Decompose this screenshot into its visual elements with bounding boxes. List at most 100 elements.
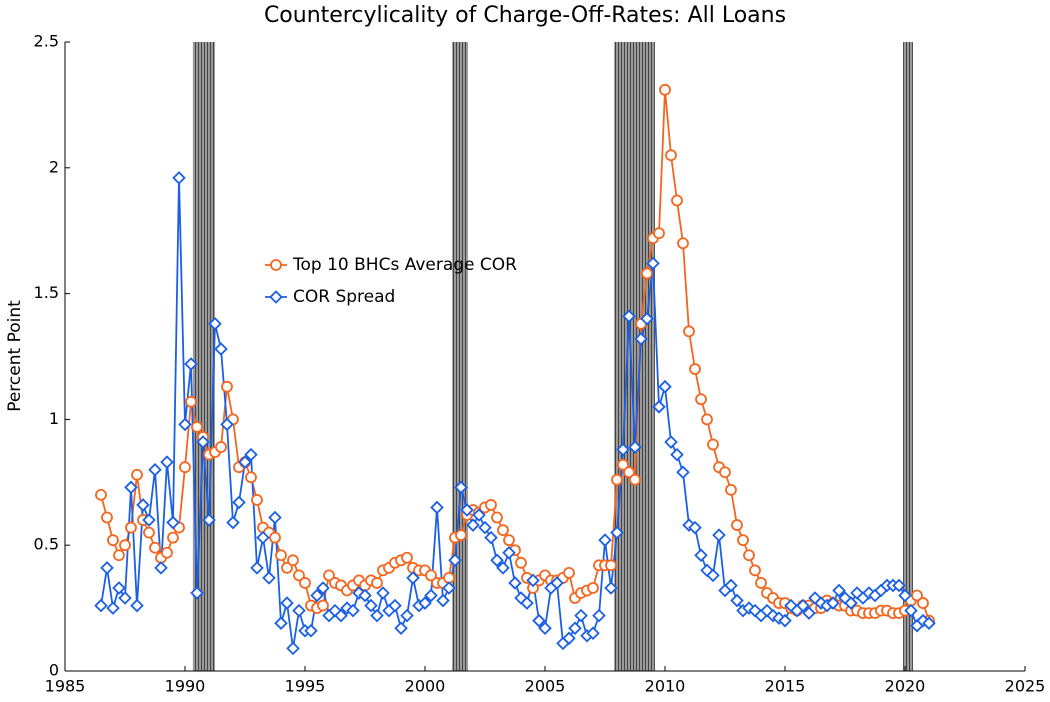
marker: [826, 596, 840, 610]
marker: [640, 311, 654, 326]
marker: [701, 413, 713, 426]
marker: [94, 598, 108, 613]
x-tick-label: 2015: [765, 677, 806, 696]
legend-marker: [269, 290, 283, 304]
marker: [107, 534, 119, 547]
marker: [592, 608, 606, 623]
marker: [166, 515, 180, 530]
marker: [425, 569, 437, 582]
marker: [538, 621, 552, 636]
marker: [683, 325, 695, 338]
marker: [802, 606, 816, 620]
marker: [95, 488, 107, 501]
marker: [749, 564, 761, 577]
marker: [622, 309, 636, 324]
marker: [646, 256, 660, 271]
marker: [179, 461, 191, 474]
marker: [628, 440, 642, 454]
marker: [256, 530, 270, 545]
marker: [526, 573, 540, 588]
marker: [623, 466, 635, 479]
marker: [844, 596, 858, 610]
marker: [508, 576, 522, 590]
marker: [892, 578, 906, 593]
marker: [466, 518, 480, 532]
marker: [268, 510, 282, 525]
y-tick-label: 0: [49, 661, 59, 680]
chart-title: Countercylicality of Charge-Off-Rates: A…: [264, 3, 786, 28]
marker: [358, 588, 372, 603]
marker: [694, 548, 708, 563]
marker: [401, 551, 413, 564]
marker: [574, 608, 588, 623]
marker: [562, 631, 576, 646]
marker: [167, 531, 179, 544]
legend-label: COR Spread: [293, 287, 395, 307]
marker: [922, 616, 936, 630]
marker: [251, 494, 263, 506]
marker: [520, 596, 534, 610]
marker: [755, 577, 767, 589]
marker: [262, 571, 276, 585]
marker: [149, 541, 161, 554]
marker: [394, 621, 408, 636]
marker: [676, 465, 690, 480]
marker: [418, 596, 432, 610]
shaded-period: [903, 42, 913, 671]
y-tick-label: 1.5: [34, 283, 59, 302]
x-tick-label: 2025: [1005, 677, 1046, 696]
marker: [485, 499, 497, 511]
marker: [664, 435, 678, 449]
marker: [131, 468, 143, 481]
marker: [737, 534, 749, 547]
marker: [659, 83, 671, 96]
marker: [616, 442, 630, 457]
marker: [280, 596, 294, 610]
marker: [436, 593, 450, 608]
marker: [346, 603, 360, 618]
marker: [730, 593, 744, 608]
marker: [310, 588, 324, 603]
marker: [220, 417, 234, 432]
x-tick-label: 1985: [45, 677, 86, 696]
marker: [448, 553, 462, 568]
marker: [719, 466, 731, 479]
marker: [106, 601, 120, 615]
marker: [515, 556, 527, 569]
marker: [292, 603, 306, 618]
marker: [400, 608, 414, 623]
marker: [148, 462, 162, 477]
marker: [424, 588, 438, 603]
marker: [634, 332, 648, 346]
marker: [671, 194, 683, 207]
marker: [370, 608, 384, 623]
x-tick-label: 1990: [165, 677, 206, 696]
marker: [125, 521, 137, 534]
marker: [641, 267, 653, 280]
marker: [316, 581, 330, 595]
marker: [454, 480, 468, 495]
marker: [898, 588, 912, 603]
marker: [706, 568, 720, 583]
marker: [274, 616, 288, 630]
marker: [442, 581, 456, 595]
marker: [658, 379, 672, 394]
marker: [113, 549, 125, 562]
marker: [497, 524, 509, 537]
marker: [568, 621, 582, 636]
marker: [143, 526, 155, 539]
marker: [796, 598, 810, 613]
marker: [191, 421, 203, 433]
marker: [725, 483, 737, 496]
marker: [604, 581, 618, 595]
marker: [130, 598, 144, 613]
marker: [455, 529, 467, 542]
marker: [712, 528, 726, 542]
marker: [586, 626, 600, 641]
marker: [323, 569, 335, 582]
marker: [911, 589, 923, 602]
marker: [232, 495, 246, 510]
marker: [652, 400, 666, 414]
marker: [605, 559, 617, 572]
